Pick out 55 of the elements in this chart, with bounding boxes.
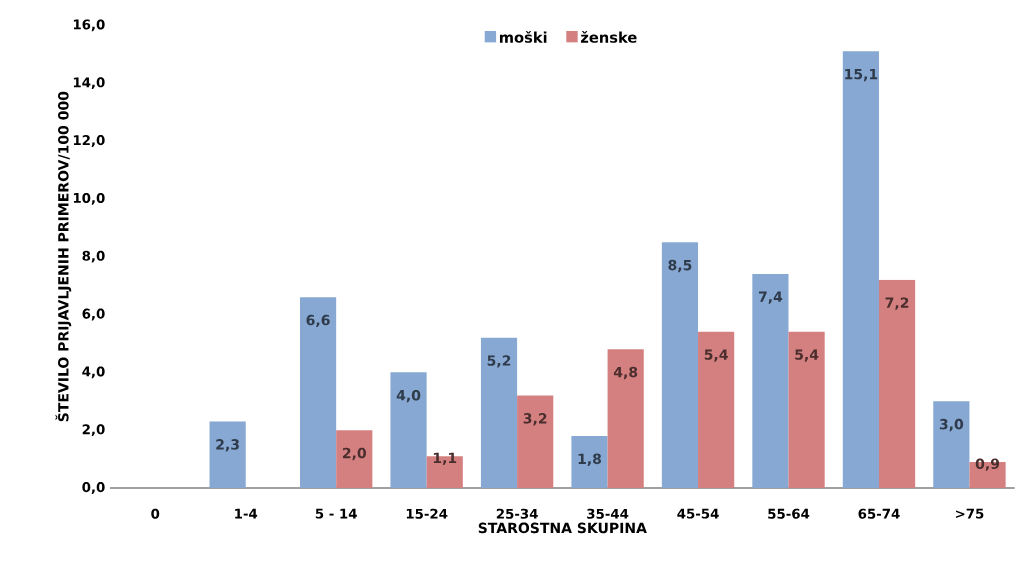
data-label: 4,8 — [613, 366, 638, 380]
y-tick-label: 12,0 — [73, 135, 105, 147]
data-label: 1,8 — [578, 453, 602, 466]
data-label: 2,0 — [342, 447, 366, 461]
bar — [752, 274, 789, 488]
legend-label: ženske — [580, 30, 637, 43]
data-label: 5,4 — [704, 349, 728, 362]
bar — [607, 349, 644, 488]
data-label: 4,0 — [396, 389, 421, 403]
bar — [842, 51, 879, 488]
y-tick-label: 4,0 — [82, 366, 105, 379]
bar — [571, 435, 608, 488]
y-tick-label: 14,0 — [73, 77, 105, 90]
data-label: 5,2 — [487, 355, 511, 368]
x-tick-label: 55-64 — [768, 508, 810, 519]
x-tick-label: 1-4 — [235, 508, 258, 519]
x-tick-label: 0 — [151, 508, 160, 519]
data-label: 2,3 — [216, 439, 239, 452]
bar — [336, 430, 373, 488]
data-label: 0,9 — [975, 458, 1000, 471]
bar — [480, 337, 518, 488]
y-tick-label: 10,0 — [73, 192, 105, 205]
bar — [933, 401, 970, 488]
bar — [209, 421, 246, 488]
x-tick-label: 5 - 14 — [315, 508, 357, 519]
bar — [698, 331, 735, 488]
data-label: 7,4 — [758, 291, 783, 304]
bar — [299, 297, 337, 488]
x-tick-label: 35-44 — [587, 508, 629, 519]
y-axis-title: ŠTEVILO PRIJAVLJENIH PRIMEROV/100 000 — [55, 91, 72, 422]
bar — [788, 331, 825, 488]
bar — [878, 279, 916, 488]
y-tick-label: 8,0 — [82, 250, 105, 263]
x-tick-label: >75 — [956, 508, 984, 519]
x-axis-title: STAROSTNA SKUPINA — [478, 522, 647, 534]
x-tick-label: 25-34 — [496, 508, 538, 519]
data-label: 5,4 — [795, 349, 819, 362]
data-label: 7,2 — [885, 297, 909, 310]
bar — [517, 395, 554, 488]
data-label: 15,1 — [845, 68, 878, 82]
data-label: 6,6 — [306, 314, 330, 328]
bar — [390, 372, 427, 488]
y-tick-label: 16,0 — [73, 19, 105, 32]
y-tick-label: 0,0 — [82, 482, 105, 494]
x-tick-label: 65-74 — [858, 508, 900, 519]
data-label: 3,2 — [523, 413, 547, 426]
bar — [661, 242, 699, 488]
y-tick-label: 2,0 — [82, 424, 105, 437]
data-label: 8,5 — [668, 259, 692, 273]
x-tick-label: 15-24 — [406, 508, 448, 519]
x-tick-label: 45-54 — [677, 508, 719, 519]
legend-label: moški — [499, 30, 547, 43]
y-tick-label: 6,0 — [82, 308, 105, 321]
data-label: 1,1 — [433, 452, 457, 465]
data-label: 3,0 — [939, 418, 964, 432]
